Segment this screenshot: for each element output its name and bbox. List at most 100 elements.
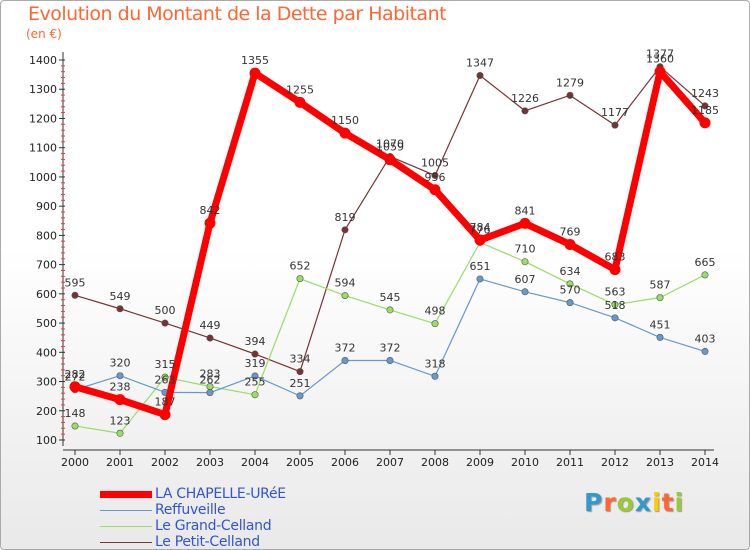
logo-letter: x [634,488,652,517]
data-label: 956 [425,171,446,184]
legend-item-le-grand-celland: Le Grand-Celland [100,518,360,534]
y-tick-label: 700 [36,259,57,272]
data-label: 1255 [286,83,314,96]
data-point [519,217,531,229]
data-label: 549 [110,290,131,303]
chart-title: Evolution du Montant de la Dette par Hab… [28,3,447,25]
data-label: 272 [65,371,86,384]
data-label: 1150 [331,114,359,127]
data-label: 842 [200,204,221,217]
data-label: 319 [245,357,266,370]
data-label: 769 [560,225,581,238]
data-label: 710 [515,243,536,256]
data-point [384,154,396,166]
data-label: 1177 [601,106,629,119]
data-point [206,334,214,342]
data-point [251,372,259,380]
data-label: 1377 [646,48,674,61]
data-point [251,350,259,358]
data-label: 263 [155,373,176,386]
data-label: 651 [470,260,491,273]
x-tick-label: 2010 [511,456,539,469]
legend-label: Le Grand-Celland [155,518,272,534]
data-point [161,319,169,327]
data-label: 570 [560,284,581,297]
x-tick-label: 2013 [646,456,674,469]
x-tick-label: 2011 [556,456,584,469]
data-point [116,429,124,437]
data-label: 1005 [421,156,449,169]
data-point [69,381,81,393]
y-tick-label: 100 [36,434,57,447]
x-tick-label: 2007 [376,456,404,469]
x-tick-label: 2001 [106,456,134,469]
logo-letter: t [661,488,675,517]
data-label: 123 [110,414,131,427]
legend-label: LA CHAPELLE-URéE [155,486,286,502]
proxiti-logo: Proxiti [584,488,684,517]
data-point [71,291,79,299]
data-label: 1355 [241,54,269,67]
data-point [701,347,709,355]
data-label: 1347 [466,56,494,69]
data-label: 449 [200,319,221,332]
logo-letter: i [674,488,685,517]
data-label: 262 [200,374,221,387]
data-point [386,356,394,364]
data-label: 545 [380,291,401,304]
data-point [296,368,304,376]
data-point [341,356,349,364]
data-label: 595 [65,276,86,289]
x-tick-label: 2003 [196,456,224,469]
data-point [204,217,216,229]
y-tick-label: 1000 [29,171,57,184]
data-label: 500 [155,304,176,317]
y-tick-label: 600 [36,288,57,301]
data-point [566,299,574,307]
data-point [429,184,441,196]
data-point [296,275,304,283]
legend-item-la-chapelle-uree: LA CHAPELLE-URéE [100,486,360,502]
data-label: 594 [335,277,356,290]
data-label: 148 [65,407,86,420]
data-label: 394 [245,335,266,348]
legend-item-le-petit-celland: Le Petit-Celland [100,534,360,550]
axes: 100 200 300 400 500 600 700 800 900 1000 1100 1200 1… [29,52,719,469]
data-point [654,66,666,78]
data-label: 320 [110,357,131,370]
data-point [566,280,574,288]
y-tick-label: 1300 [29,83,57,96]
data-point [431,372,439,380]
data-label: 315 [155,358,176,371]
x-tick-label: 2012 [601,456,629,469]
data-point [386,306,394,314]
data-point [566,91,574,99]
data-point [474,234,486,246]
data-label: 1279 [556,76,584,89]
data-point [251,391,259,399]
data-label: 1360 [646,53,674,66]
data-point [206,389,214,397]
legend-swatch [100,510,152,511]
y-tick-label: 1200 [29,112,57,125]
y-tick-label: 500 [36,317,57,330]
data-label: 403 [695,332,716,345]
data-point [114,394,126,406]
y-tick-label: 900 [36,200,57,213]
data-label: 282 [65,368,86,381]
data-label: 1185 [691,104,719,117]
data-point [521,107,529,115]
data-label: 334 [290,353,311,366]
legend: LA CHAPELLE-URéE Reffuveille Le Grand-Ce… [100,486,360,550]
data-point [611,121,619,129]
data-label: 518 [605,299,626,312]
x-tick-label: 2009 [466,456,494,469]
x-tick-label: 2006 [331,456,359,469]
data-point [431,171,439,179]
data-point [699,117,711,129]
logo-letter: r [603,488,617,517]
x-tick-label: 2014 [691,456,719,469]
data-point [294,96,306,108]
data-label: 784 [470,221,491,234]
